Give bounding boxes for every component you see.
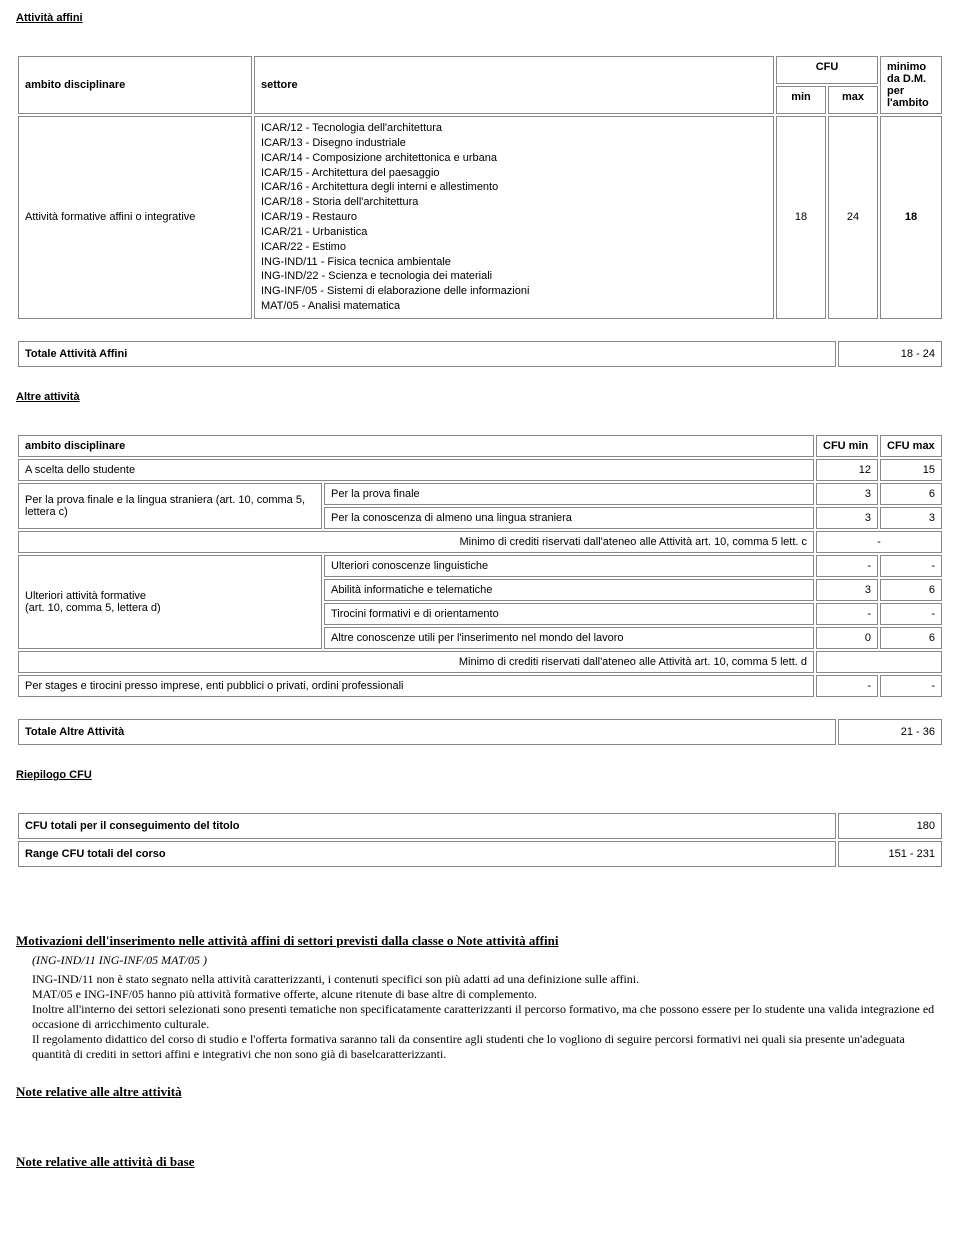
table-row: A scelta dello studente 12 15 xyxy=(18,459,942,481)
riepilogo-r1-label: CFU totali per il conseguimento del tito… xyxy=(18,813,836,839)
motivazioni-p1: ING-IND/11 non è stato segnato nella att… xyxy=(32,972,944,987)
settore-line: ICAR/15 - Architettura del paesaggio xyxy=(261,166,767,181)
table-row: Minimo di crediti riservati dall'ateneo … xyxy=(18,531,942,553)
cell-ult-r1-max: - xyxy=(880,555,942,577)
section-title-altre: Altre attività xyxy=(16,391,944,403)
cell-minimo-c: Minimo di crediti riservati dall'ateneo … xyxy=(18,531,814,553)
motivazioni-sub: (ING-IND/11 ING-INF/05 MAT/05 ) xyxy=(32,953,944,968)
table-total-affini: Totale Attività Affini 18 - 24 xyxy=(16,339,944,369)
cell-scelta-max: 15 xyxy=(880,459,942,481)
cell-max: 24 xyxy=(828,116,878,319)
settore-line: ICAR/22 - Estimo xyxy=(261,240,767,255)
table-row: Range CFU totali del corso 151 - 231 xyxy=(18,841,942,867)
riepilogo-r2-value: 151 - 231 xyxy=(838,841,942,867)
table-altre: ambito disciplinare CFU min CFU max A sc… xyxy=(16,433,944,699)
table-affini: ambito disciplinare settore CFU minimo d… xyxy=(16,54,944,321)
motivazioni-p4: Il regolamento didattico del corso di st… xyxy=(32,1032,944,1062)
cell-ulteriori-group-label: Ulteriori attività formative (art. 10, c… xyxy=(18,555,322,649)
riepilogo-r1-value: 180 xyxy=(838,813,942,839)
settore-line: ICAR/19 - Restauro xyxy=(261,210,767,225)
cell-ult-r4-max: 6 xyxy=(880,627,942,649)
cell-stages-min: - xyxy=(816,675,878,697)
cell-prova-finale-label: Per la prova finale xyxy=(324,483,814,505)
cell-ult-r2-max: 6 xyxy=(880,579,942,601)
table-row: Per stages e tirocini presso imprese, en… xyxy=(18,675,942,697)
total-affini-value: 18 - 24 xyxy=(838,341,942,367)
th-cfumin: CFU min xyxy=(816,435,878,457)
th-ambito: ambito disciplinare xyxy=(18,56,252,114)
note-altre-title: Note relative alle altre attività xyxy=(16,1084,944,1100)
cell-lingua-label: Per la conoscenza di almeno una lingua s… xyxy=(324,507,814,529)
cell-ult-r3-max: - xyxy=(880,603,942,625)
table-row: Minimo di crediti riservati dall'ateneo … xyxy=(18,651,942,673)
section-title-riepilogo: Riepilogo CFU xyxy=(16,769,944,781)
cell-prova-group-label: Per la prova finale e la lingua stranier… xyxy=(18,483,322,529)
cell-scelta-min: 12 xyxy=(816,459,878,481)
cell-minimo-c-val: - xyxy=(816,531,942,553)
cell-stages-label: Per stages e tirocini presso imprese, en… xyxy=(18,675,814,697)
cell-ult-r4-min: 0 xyxy=(816,627,878,649)
motivazioni-p3: Inoltre all'interno dei settori selezion… xyxy=(32,1002,944,1032)
settore-line: ICAR/14 - Composizione architettonica e … xyxy=(261,151,767,166)
th-settore: settore xyxy=(254,56,774,114)
cell-ult-r1-label: Ulteriori conoscenze linguistiche xyxy=(324,555,814,577)
cell-ult-r3-label: Tirocini formativi e di orientamento xyxy=(324,603,814,625)
cell-dm: 18 xyxy=(880,116,942,319)
riepilogo-r2-label: Range CFU totali del corso xyxy=(18,841,836,867)
settore-line: ING-IND/22 - Scienza e tecnologia dei ma… xyxy=(261,269,767,284)
table-riepilogo: CFU totali per il conseguimento del tito… xyxy=(16,811,944,869)
cell-ult-r1-min: - xyxy=(816,555,878,577)
settore-line: ICAR/16 - Architettura degli interni e a… xyxy=(261,180,767,195)
total-altre-label: Totale Altre Attività xyxy=(18,719,836,745)
cell-ult-r2-min: 3 xyxy=(816,579,878,601)
cell-minimo-d: Minimo di crediti riservati dall'ateneo … xyxy=(18,651,814,673)
motivazioni-p2: MAT/05 e ING-INF/05 hanno più attività f… xyxy=(32,987,944,1002)
settore-line: ICAR/13 - Disegno industriale xyxy=(261,136,767,151)
cell-ult-r4-label: Altre conoscenze utili per l'inserimento… xyxy=(324,627,814,649)
table-row: Ulteriori attività formative (art. 10, c… xyxy=(18,555,942,577)
table-total-altre: Totale Altre Attività 21 - 36 xyxy=(16,717,944,747)
total-altre-value: 21 - 36 xyxy=(838,719,942,745)
cell-lingua-min: 3 xyxy=(816,507,878,529)
th-minimo-dm: minimo da D.M. per l'ambito xyxy=(880,56,942,114)
cell-ult-r3-min: - xyxy=(816,603,878,625)
th-ambito-altre: ambito disciplinare xyxy=(18,435,814,457)
cell-minimo-d-val xyxy=(816,651,942,673)
cell-min: 18 xyxy=(776,116,826,319)
settore-line: ICAR/21 - Urbanistica xyxy=(261,225,767,240)
table-row: Per la prova finale e la lingua stranier… xyxy=(18,483,942,505)
cell-prova-finale-min: 3 xyxy=(816,483,878,505)
table-row: Attività formative affini o integrative … xyxy=(18,116,942,319)
settore-line: ING-INF/05 - Sistemi di elaborazione del… xyxy=(261,284,767,299)
cell-prova-finale-max: 6 xyxy=(880,483,942,505)
settore-line: ING-IND/11 - Fisica tecnica ambientale xyxy=(261,255,767,270)
cell-stages-max: - xyxy=(880,675,942,697)
cell-scelta-label: A scelta dello studente xyxy=(18,459,814,481)
cell-settori: ICAR/12 - Tecnologia dell'architettura I… xyxy=(254,116,774,319)
th-max: max xyxy=(828,86,878,114)
settore-line: ICAR/18 - Storia dell'architettura xyxy=(261,195,767,210)
section-title-affini: Attività affini xyxy=(16,12,944,24)
cell-ult-r2-label: Abilità informatiche e telematiche xyxy=(324,579,814,601)
note-base-title: Note relative alle attività di base xyxy=(16,1154,944,1170)
table-row: CFU totali per il conseguimento del tito… xyxy=(18,813,942,839)
total-affini-label: Totale Attività Affini xyxy=(18,341,836,367)
settore-line: MAT/05 - Analisi matematica xyxy=(261,299,767,314)
th-cfumax: CFU max xyxy=(880,435,942,457)
th-cfu: CFU xyxy=(776,56,878,84)
motivazioni-title: Motivazioni dell'inserimento nelle attiv… xyxy=(16,933,944,949)
cell-lingua-max: 3 xyxy=(880,507,942,529)
cell-ambito: Attività formative affini o integrative xyxy=(18,116,252,319)
settore-line: ICAR/12 - Tecnologia dell'architettura xyxy=(261,121,767,136)
th-min: min xyxy=(776,86,826,114)
